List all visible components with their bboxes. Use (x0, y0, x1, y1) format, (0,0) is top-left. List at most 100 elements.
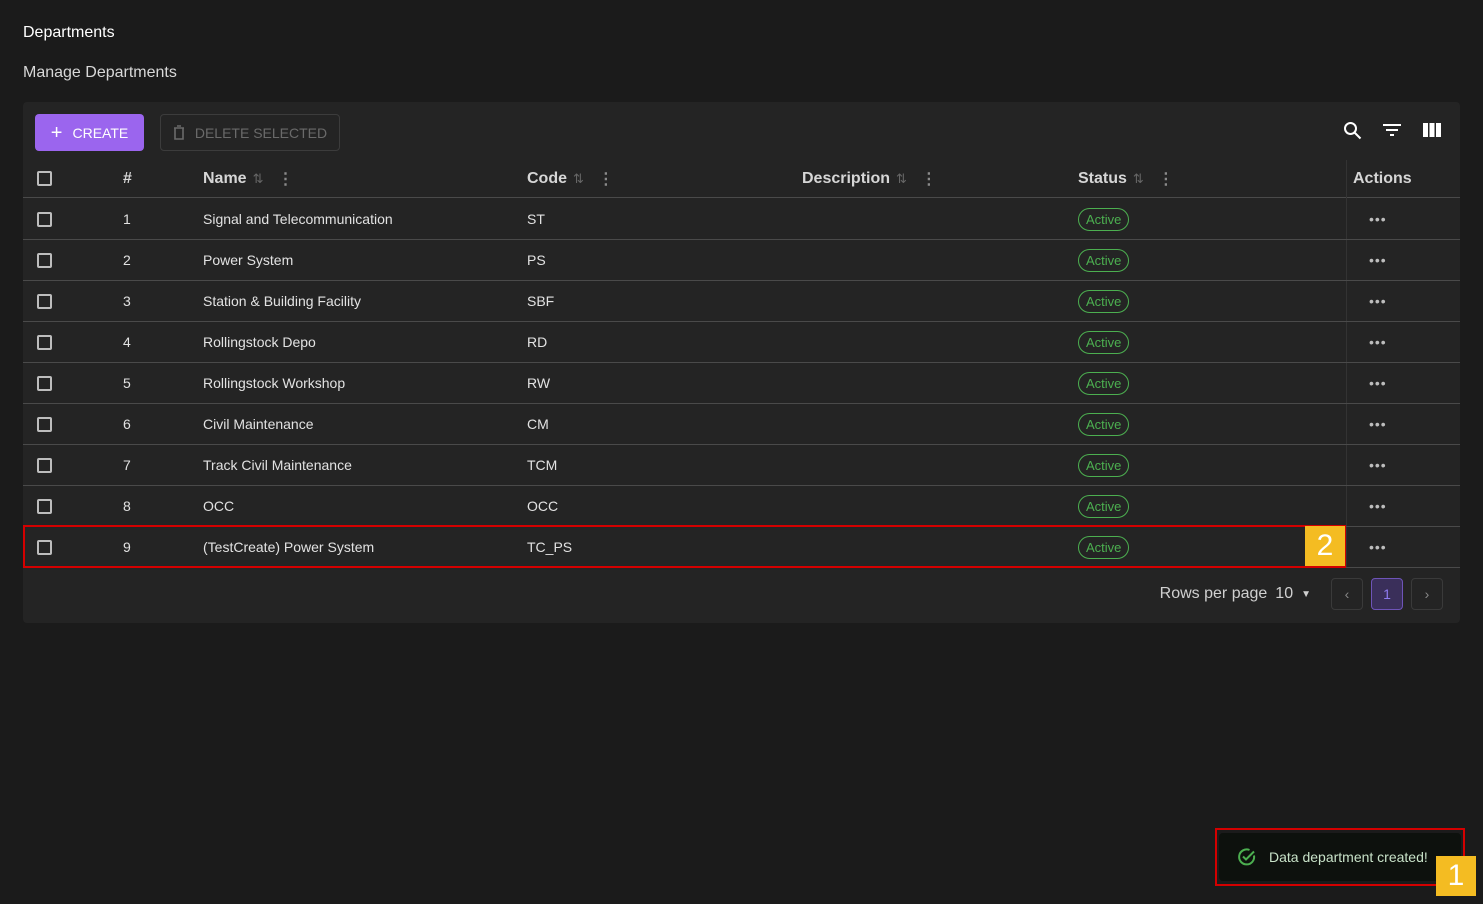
cell-code: SBF (527, 293, 555, 309)
actions-column-divider (1346, 160, 1347, 567)
sort-icon[interactable]: ⇅ (1132, 170, 1144, 186)
status-badge: Active (1078, 412, 1130, 436)
more-actions-icon[interactable]: ••• (1369, 252, 1387, 268)
row-checkbox[interactable] (37, 498, 52, 514)
table-header: # Name ⇅ ⋮ Code ⇅ ⋮ Description ⇅ ⋮ Status ⇅ ⋮ A… (23, 160, 1460, 198)
status-badge: Active (1078, 330, 1130, 354)
cell-name: Signal and Telecommunication (203, 211, 393, 227)
more-actions-icon[interactable]: ••• (1369, 293, 1387, 309)
column-label: Description (802, 169, 891, 187)
pagination: Rows per page 10 ▼ ‹ 1 › (1160, 578, 1443, 610)
cell-number: 2 (123, 252, 131, 268)
column-menu-icon[interactable]: ⋮ (277, 170, 294, 188)
cell-code: PS (527, 252, 546, 268)
page-subtitle: Manage Departments (23, 64, 177, 81)
cell-name: Rollingstock Depo (203, 334, 316, 350)
page-title: Departments (23, 24, 115, 41)
cell-code: TCM (527, 457, 558, 473)
cell-number: 8 (123, 498, 131, 514)
rows-per-page-label: Rows per page (1159, 585, 1268, 602)
cell-number: 7 (123, 457, 131, 473)
more-actions-icon[interactable]: ••• (1369, 498, 1387, 514)
column-header-status[interactable]: Status ⇅ ⋮ (1078, 160, 1174, 197)
create-button[interactable]: + CREATE (35, 114, 144, 151)
status-badge: Active (1078, 535, 1130, 559)
row-checkbox[interactable] (37, 334, 52, 350)
column-header-number: # (123, 169, 132, 187)
table-row[interactable]: 3 Station & Building Facility SBF Active… (23, 281, 1460, 322)
annotation-box-row (23, 525, 1346, 568)
more-actions-icon[interactable]: ••• (1369, 457, 1387, 473)
table-row[interactable]: 8 OCC OCC Active ••• (23, 486, 1460, 527)
next-page-button[interactable]: › (1411, 578, 1443, 610)
prev-page-button[interactable]: ‹ (1331, 578, 1363, 610)
columns-icon[interactable] (1422, 120, 1442, 140)
select-all-checkbox[interactable] (37, 171, 52, 186)
table-row[interactable]: 2 Power System PS Active ••• (23, 240, 1460, 281)
status-badge: Active (1078, 494, 1130, 518)
column-label: Code (527, 169, 567, 187)
more-actions-icon[interactable]: ••• (1369, 334, 1387, 350)
column-header-description[interactable]: Description ⇅ ⋮ (802, 160, 937, 197)
cell-name: Power System (203, 252, 294, 268)
rows-per-page-value: 10 (1275, 585, 1294, 602)
annotation-box-toast (1215, 828, 1465, 886)
row-checkbox[interactable] (37, 375, 52, 391)
create-label: CREATE (72, 124, 129, 141)
column-menu-icon[interactable]: ⋮ (1157, 170, 1174, 188)
cell-name: OCC (203, 498, 235, 514)
cell-number: 3 (123, 293, 131, 309)
row-checkbox[interactable] (37, 252, 52, 268)
more-actions-icon[interactable]: ••• (1369, 375, 1387, 391)
more-actions-icon[interactable]: ••• (1369, 539, 1387, 555)
more-actions-icon[interactable]: ••• (1369, 211, 1387, 227)
table-row[interactable]: 5 Rollingstock Workshop RW Active ••• (23, 363, 1460, 404)
column-header-code[interactable]: Code ⇅ ⋮ (527, 160, 614, 197)
row-checkbox[interactable] (37, 211, 52, 227)
toast-success: Data department created! (1219, 833, 1461, 881)
cell-number: 9 (123, 539, 131, 555)
column-header-name[interactable]: Name ⇅ ⋮ (203, 160, 293, 197)
check-circle-icon (1238, 848, 1256, 866)
row-checkbox[interactable] (37, 416, 52, 432)
table-row[interactable]: 4 Rollingstock Depo RD Active ••• (23, 322, 1460, 363)
status-badge: Active (1078, 248, 1130, 272)
column-label: Name (203, 169, 247, 187)
more-actions-icon[interactable]: ••• (1369, 416, 1387, 432)
cell-name: Rollingstock Workshop (203, 375, 346, 391)
cell-name: Civil Maintenance (203, 416, 314, 432)
table-row[interactable]: 7 Track Civil Maintenance TCM Active ••• (23, 445, 1460, 486)
plus-icon: + (50, 121, 63, 144)
rows-per-page-select[interactable]: 10 ▼ (1275, 585, 1311, 603)
annotation-marker-2: 2 (1305, 526, 1345, 566)
row-checkbox[interactable] (37, 457, 52, 473)
column-header-actions: Actions (1353, 169, 1412, 187)
cell-name: (TestCreate) Power System (203, 539, 375, 555)
sort-icon[interactable]: ⇅ (896, 170, 907, 186)
sort-icon[interactable]: ⇅ (573, 170, 584, 186)
column-menu-icon[interactable]: ⋮ (920, 170, 937, 188)
sort-icon[interactable]: ⇅ (252, 170, 264, 186)
delete-selected-button[interactable]: DELETE SELECTED (160, 114, 340, 151)
annotation-marker-1: 1 (1436, 856, 1476, 896)
cell-number: 5 (123, 375, 131, 391)
search-icon[interactable] (1342, 120, 1362, 140)
cell-name: Track Civil Maintenance (203, 457, 352, 473)
table-row[interactable]: 6 Civil Maintenance CM Active ••• (23, 404, 1460, 445)
trash-icon (173, 125, 184, 140)
departments-table-card: + CREATE DELETE SELECTED # Name ⇅ ⋮ Code ⇅ ⋮… (23, 102, 1460, 623)
cell-number: 6 (123, 416, 131, 432)
column-label: Status (1078, 169, 1127, 187)
cell-code: ST (527, 211, 545, 227)
column-menu-icon[interactable]: ⋮ (597, 170, 614, 188)
filter-icon[interactable] (1382, 120, 1402, 140)
row-checkbox[interactable] (37, 293, 52, 309)
status-badge: Active (1078, 207, 1130, 231)
chevron-down-icon: ▼ (1301, 588, 1311, 600)
cell-code: TC_PS (527, 539, 573, 555)
page-button-current[interactable]: 1 (1371, 578, 1403, 610)
table-row[interactable]: 1 Signal and Telecommunication ST Active… (23, 199, 1460, 240)
row-checkbox[interactable] (37, 539, 52, 555)
cell-code: RW (527, 375, 551, 391)
cell-code: RD (527, 334, 548, 350)
